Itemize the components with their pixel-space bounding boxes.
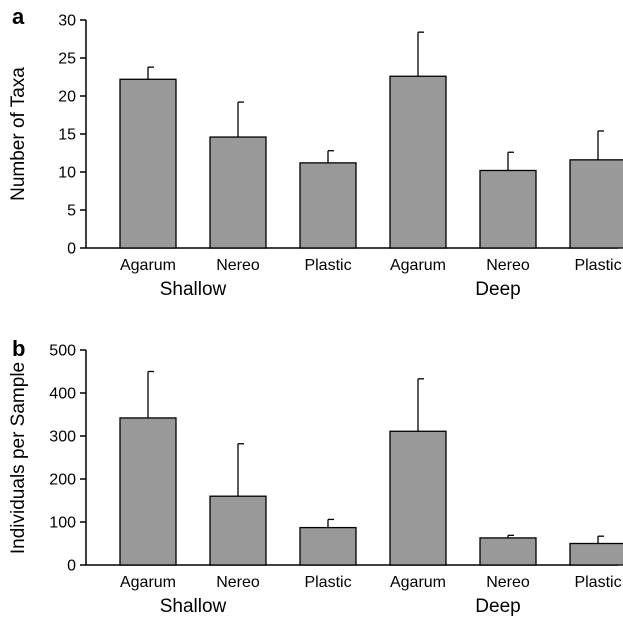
panel-a-bar-2: [299, 162, 357, 249]
panel-a-category-label-5: Plastic: [574, 257, 621, 274]
panel-b-group-label-shallow: Shallow: [160, 596, 227, 617]
panel-a-bar-3: [389, 75, 447, 249]
panel-a-category-label-0: Agarum: [120, 257, 176, 274]
panel-a-category-label-2: Plastic: [304, 257, 351, 274]
panel-b-bar-3: [389, 430, 447, 566]
panel-a-bar-4: [479, 169, 537, 249]
panel-b-y-tick-label: 200: [49, 472, 76, 489]
panel-a-y-tick-label: 0: [67, 241, 76, 258]
panel-a-y-tick-label: 30: [58, 13, 76, 30]
panel-a-group-label-shallow: Shallow: [160, 279, 227, 300]
panel-b-y-tick-label: 300: [49, 429, 76, 446]
panel-b-y-tick-label: 400: [49, 386, 76, 403]
panel-a-letter: a: [12, 4, 25, 29]
panel-b-y-tick-label: 500: [49, 343, 76, 360]
panel-b-category-label-1: Nereo: [216, 574, 260, 591]
panel-a-category-label-1: Nereo: [216, 257, 260, 274]
panel-a-y-tick-label: 25: [58, 51, 76, 68]
panel-b-bar-5: [569, 542, 623, 566]
panel-a-group-label-deep: Deep: [475, 279, 520, 300]
panel-b-category-label-5: Plastic: [574, 574, 621, 591]
panel-b-category-label-4: Nereo: [486, 574, 530, 591]
panel-b-y-tick-label: 100: [49, 515, 76, 532]
panel-a-y-tick-label: 15: [58, 127, 76, 144]
panel-a-bar-1: [209, 136, 267, 249]
panel-a-y-tick-label: 5: [67, 203, 76, 220]
panel-b-y-tick-label: 0: [67, 558, 76, 575]
panel-b-group-label-deep: Deep: [475, 596, 520, 617]
panel-a-bar-0: [119, 78, 177, 249]
panel-b-category-label-3: Agarum: [390, 574, 446, 591]
panel-a-y-tick-label: 10: [58, 165, 76, 182]
panel-b-letter: b: [12, 336, 25, 361]
panel-a-category-label-4: Nereo: [486, 257, 530, 274]
panel-b-bar-1: [209, 495, 267, 566]
panel-b-bar-2: [299, 526, 357, 566]
panel-b-bar-0: [119, 417, 177, 566]
panel-b-category-label-0: Agarum: [120, 574, 176, 591]
panel-a-y-tick-label: 20: [58, 89, 76, 106]
panel-b-bar-4: [479, 537, 537, 566]
panel-b-y-axis-title: Individuals per Sample: [8, 362, 29, 554]
panel-a-y-axis-title: Number of Taxa: [8, 67, 29, 201]
panel-b-category-label-2: Plastic: [304, 574, 351, 591]
panel-a-category-label-3: Agarum: [390, 257, 446, 274]
panel-a-bar-5: [569, 159, 623, 249]
